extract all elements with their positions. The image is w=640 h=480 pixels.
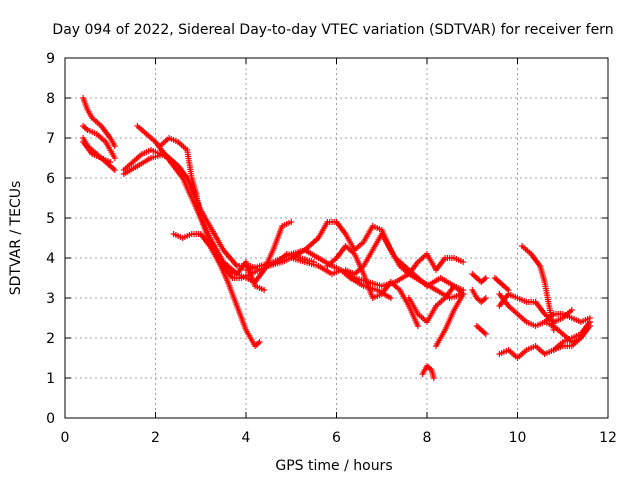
x-tick-labels: 0 2 4 6 8 10 12 <box>61 430 617 446</box>
series-track-23 <box>496 319 593 361</box>
data-point <box>482 295 489 301</box>
data-tracks <box>80 95 593 381</box>
x-tick-label: 8 <box>423 430 432 446</box>
x-tick-label: 0 <box>61 430 70 446</box>
y-tick-label: 5 <box>46 211 55 227</box>
series-track-25 <box>541 311 593 325</box>
y-tick-label: 3 <box>46 291 55 307</box>
data-point <box>111 155 118 161</box>
data-point <box>460 259 467 265</box>
data-point <box>482 331 489 337</box>
data-point <box>111 143 118 149</box>
data-point <box>414 323 421 329</box>
grid-lines <box>65 58 608 418</box>
chart-title: Day 094 of 2022, Sidereal Day-to-day VTE… <box>52 22 613 38</box>
y-tick-label: 2 <box>46 331 55 347</box>
series-line <box>494 277 509 291</box>
x-tick-label: 6 <box>332 430 341 446</box>
series-track-4 <box>80 139 114 165</box>
data-point <box>387 295 394 301</box>
series-track-1 <box>80 95 118 149</box>
data-point <box>261 287 268 293</box>
series-track-11 <box>288 219 467 277</box>
y-tick-label: 6 <box>46 171 55 187</box>
series-track-18 <box>469 287 489 305</box>
y-tick-label: 1 <box>46 371 55 387</box>
x-axis-label: GPS time / hours <box>275 458 392 474</box>
x-tick-label: 2 <box>151 430 160 446</box>
series-track-19 <box>473 323 489 337</box>
data-point <box>460 291 467 297</box>
series-track-17 <box>469 271 489 285</box>
data-point <box>586 323 593 329</box>
x-tick-label: 12 <box>599 430 617 446</box>
series-track-26 <box>550 323 593 353</box>
series-track-15 <box>419 363 437 381</box>
series-track-9 <box>170 231 268 293</box>
y-tick-labels: 0 1 2 3 4 5 6 7 8 9 <box>46 51 55 427</box>
x-tick-label: 4 <box>242 430 251 446</box>
data-point <box>430 375 437 381</box>
y-tick-label: 8 <box>46 91 55 107</box>
axis-ticks <box>64 57 609 419</box>
y-tick-label: 7 <box>46 131 55 147</box>
data-point <box>256 339 263 345</box>
y-tick-label: 4 <box>46 251 55 267</box>
series-track-16 <box>433 291 467 349</box>
y-tick-label: 9 <box>46 51 55 67</box>
data-point <box>288 219 295 225</box>
data-point <box>482 275 489 281</box>
x-tick-label: 10 <box>509 430 527 446</box>
y-tick-label: 0 <box>46 411 55 427</box>
series-track-13 <box>342 231 467 293</box>
series-track-2 <box>80 123 118 161</box>
series-track-20 <box>491 275 512 293</box>
series-track-14 <box>405 283 467 325</box>
data-point <box>586 315 593 321</box>
data-point <box>310 259 317 265</box>
data-point <box>568 307 575 313</box>
series-line <box>471 273 487 283</box>
data-point <box>111 167 118 173</box>
data-point <box>550 327 557 333</box>
data-point <box>107 159 114 165</box>
y-axis-label: SDTVAR / TECUs <box>8 181 24 296</box>
